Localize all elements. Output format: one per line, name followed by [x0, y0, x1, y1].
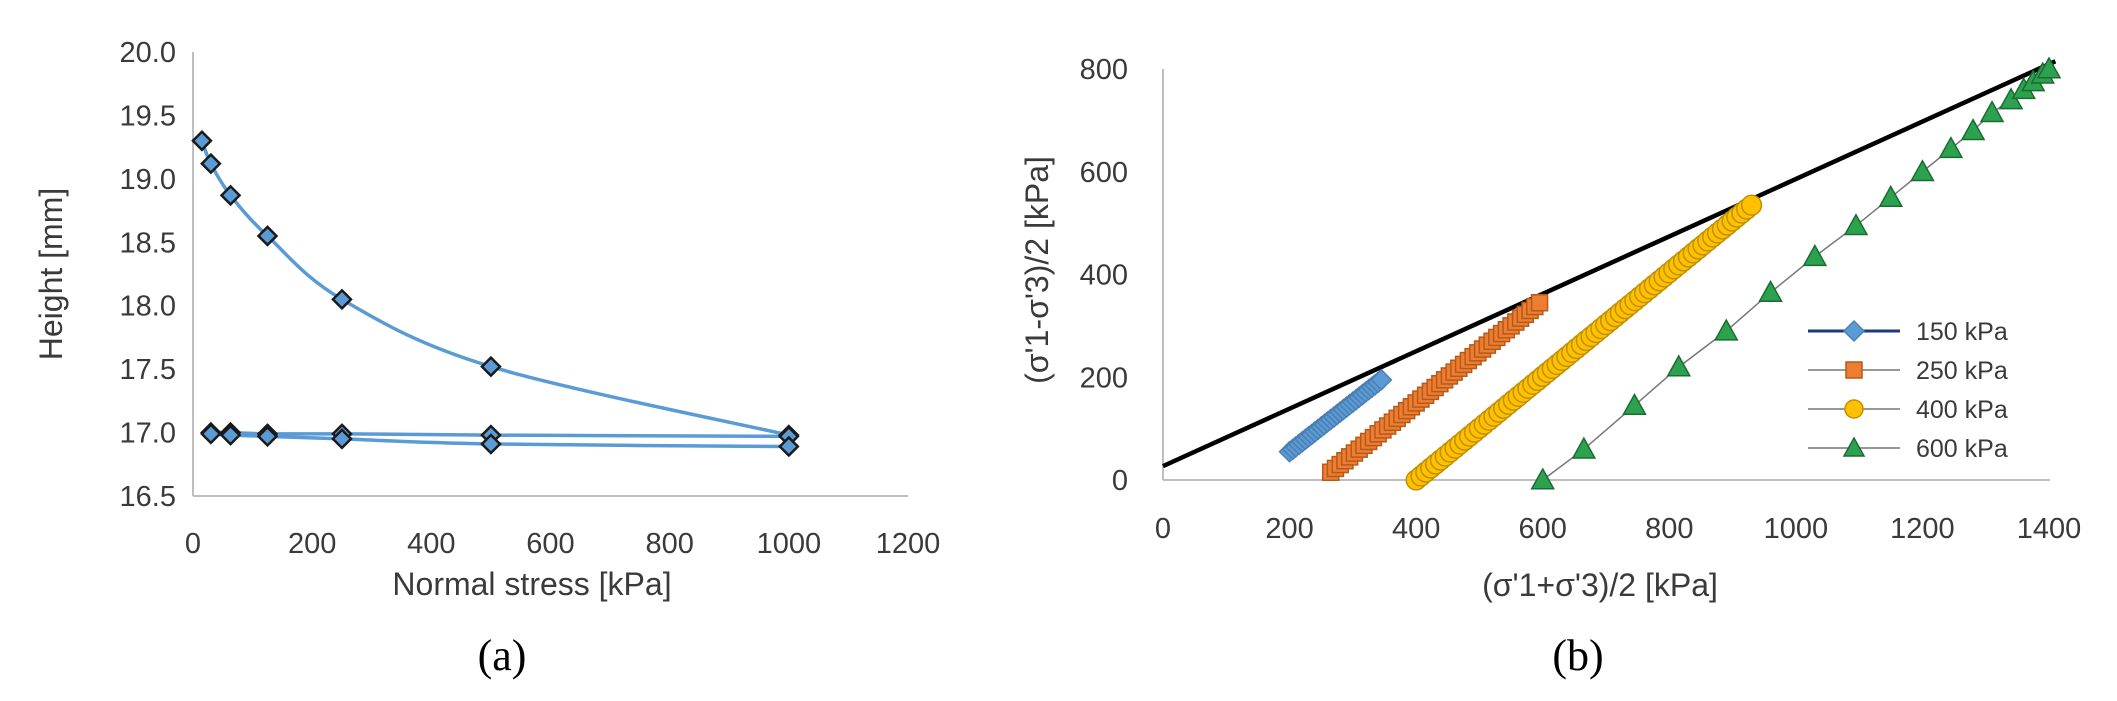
legend-item: 150 kPa [1808, 318, 2008, 346]
panel-b-x-tick-label: 400 [1392, 513, 1440, 545]
panel-b-data-point [1938, 136, 1964, 159]
panel-b-data-point [1622, 392, 1647, 416]
panel-a-y-tick-labels: 16.5 17.0 17.5 18.0 18.5 19.0 19.5 20.0 [120, 37, 176, 513]
panel-b-y-tick-labels: 0 200 400 600 800 [1080, 54, 1128, 497]
panel-b-series-0 [1278, 368, 1393, 463]
panel-a-chart: 0 200 400 600 800 1000 1200 16.5 17.0 17.5 18.0 18… [33, 37, 940, 680]
panel-b-x-tick-label: 0 [1155, 513, 1171, 545]
legend-item: 600 kPa [1808, 435, 2008, 463]
panel-b-series-3 [1530, 56, 2062, 490]
panel-a-x-tick-label: 600 [526, 528, 574, 560]
legend-label: 150 kPa [1916, 318, 2008, 346]
panel-b-y-tick-label: 0 [1112, 465, 1128, 497]
panel-b-data-point [1370, 368, 1393, 391]
panel-b-x-axis-title: (σ'1+σ'3)/2 [kPa] [1482, 567, 1718, 603]
legend-label: 250 kPa [1916, 357, 2008, 385]
panel-a-data-point [256, 425, 279, 448]
panel-a-data-point [219, 184, 242, 207]
panel-b-y-axis-title: (σ'1-σ'3)/2 [kPa] [1019, 156, 1055, 384]
panel-b-data-point [1666, 354, 1692, 377]
panel-a-x-tick-label: 1200 [876, 528, 941, 560]
panel-b-series-1 [1321, 294, 1549, 482]
panel-b-x-tick-label: 1000 [1764, 513, 1829, 545]
panel-b-chart: 0 200 400 600 800 1000 1200 1400 0200400600800 … [1019, 54, 2081, 680]
panel-a-x-tick-label: 0 [185, 528, 201, 560]
panel-b-data-point [1758, 279, 1783, 303]
panel-b-data-point [1713, 318, 1739, 341]
panel-a-y-axis-title: Height [mm] [33, 188, 69, 360]
panel-b-x-tick-label: 1200 [1890, 513, 1955, 545]
panel-b-data-point [1802, 243, 1828, 267]
panel-b-failure-envelope [1162, 59, 2057, 469]
panel-b-series-2 [1405, 194, 1763, 491]
panel-a-y-tick-label: 18.5 [120, 227, 176, 259]
panel-b-data-point [1878, 184, 1904, 207]
panel-a-data-point [331, 428, 353, 450]
panel-a-x-tick-label: 400 [407, 528, 455, 560]
panel-a-curves [200, 140, 790, 449]
panel-a-y-tick-label: 16.5 [120, 481, 176, 513]
panel-a-points [191, 130, 800, 458]
panel-b-data-point [1740, 194, 1763, 216]
legend-item: 400 kPa [1808, 396, 2008, 424]
panel-b-data-point [1910, 159, 1935, 182]
panel-b-data-point [1843, 213, 1869, 236]
panel-a-loading-curve [200, 140, 790, 437]
panel-b-data-point [1571, 436, 1597, 459]
panel-b-y-tick-label: 400 [1080, 260, 1128, 292]
panel-b-data-point [1530, 294, 1549, 312]
panel-b-label: (b) [1552, 631, 1603, 680]
panel-a-y-tick-label: 19.5 [120, 100, 176, 132]
panel-b-series [1278, 56, 2062, 491]
panel-a-data-point [480, 433, 502, 455]
panel-a-data-point [778, 435, 800, 458]
legend-item: 250 kPa [1808, 357, 2008, 385]
panel-b-x-tick-label: 600 [1519, 513, 1567, 545]
panel-b-x-tick-label: 800 [1645, 513, 1693, 545]
panel-a-data-point [191, 130, 213, 152]
panel-b-x-tick-label: 1400 [2017, 513, 2082, 545]
panel-b-envelope-line [1162, 59, 2057, 469]
panel-a-y-tick-label: 18.0 [120, 291, 176, 323]
panel-a-y-tick-label: 17.5 [120, 354, 176, 386]
panel-b-y-tick-label: 200 [1080, 362, 1128, 394]
legend-marker [1842, 436, 1866, 457]
legend-label: 600 kPa [1916, 435, 2008, 463]
panel-a-data-point [219, 424, 242, 446]
panel-b-data-point [1960, 118, 1986, 141]
panel-b-legend: 150 kPa 250 kPa 400 kPa 600 kPa [1808, 318, 2008, 463]
panel-a-y-tick-label: 17.0 [120, 418, 176, 450]
panel-b-data-point [1530, 467, 1555, 490]
panel-a-y-tick-label: 19.0 [120, 164, 176, 196]
panel-a-y-tick-label: 20.0 [120, 37, 176, 69]
legend-label: 400 kPa [1916, 396, 2008, 424]
panel-b-data-point [1979, 100, 2005, 123]
panel-a-x-tick-labels: 0 200 400 600 800 1000 1200 [185, 528, 940, 560]
legend-marker [1844, 399, 1864, 419]
panel-a-x-tick-label: 800 [645, 528, 693, 560]
panel-b-data-point [2036, 56, 2062, 79]
panel-b-y-tick-label: 800 [1080, 54, 1128, 86]
panel-b-x-tick-label: 200 [1265, 513, 1313, 545]
panel-a-x-tick-label: 1000 [757, 528, 822, 560]
panel-a-x-axis-title: Normal stress [kPa] [392, 566, 671, 602]
legend-marker [1842, 319, 1866, 343]
panel-a-data-point [480, 355, 502, 378]
panel-a-data-point [331, 288, 353, 311]
legend-marker [1845, 361, 1863, 379]
panel-a-label: (a) [478, 631, 527, 680]
panel-b-y-tick-label: 600 [1080, 157, 1128, 189]
panel-a-data-point [200, 423, 222, 445]
panel-a-data-point [200, 152, 222, 175]
panel-a-x-tick-label: 200 [288, 528, 336, 560]
panel-b-x-tick-labels: 0 200 400 600 800 1000 1200 1400 [1155, 513, 2081, 545]
panel-a-data-point [256, 225, 279, 247]
